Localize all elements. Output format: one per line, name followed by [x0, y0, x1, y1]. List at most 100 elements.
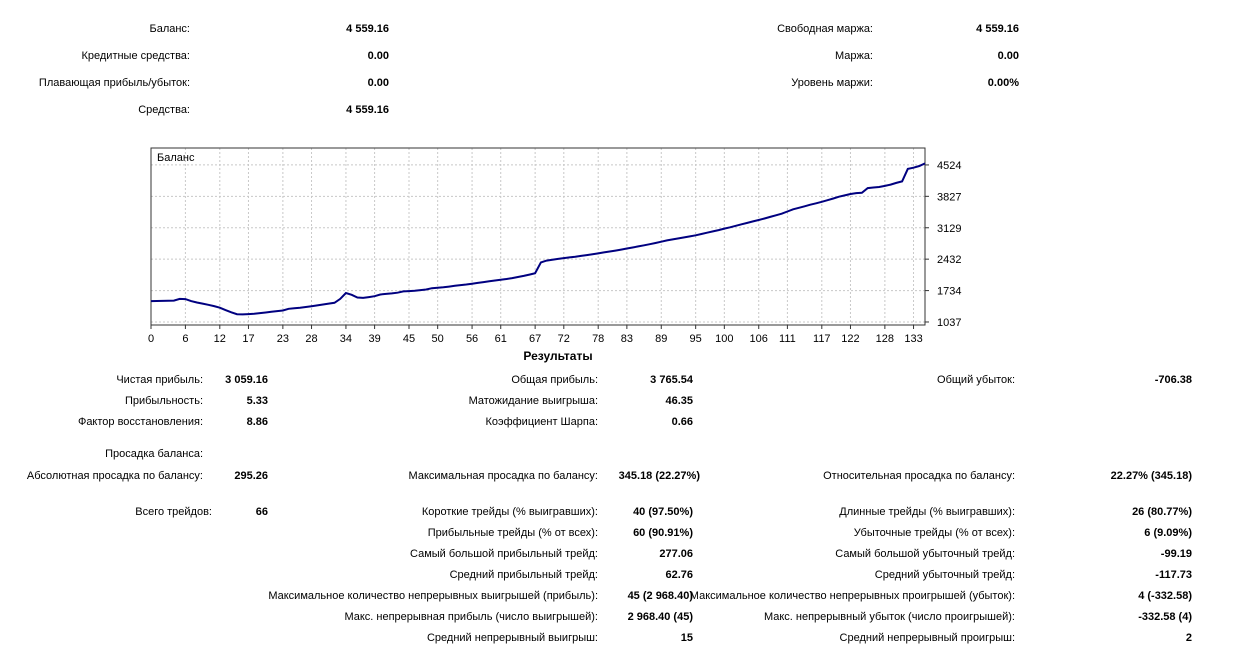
- drawdown-header: Просадка баланса:: [105, 448, 203, 460]
- x-axis-tick-label: 117: [813, 333, 831, 345]
- profit-trades-label: Прибыльные трейды (% от всех):: [427, 527, 598, 539]
- net-profit-label: Чистая прибыль:: [116, 374, 203, 386]
- loss-trades-value: 6 (9.09%): [1144, 527, 1192, 539]
- x-axis-tick-label: 89: [655, 333, 667, 345]
- expected-payoff-value: 46.35: [665, 395, 693, 407]
- equity-value: 4 559.16: [346, 104, 389, 116]
- x-axis-tick-label: 56: [466, 333, 478, 345]
- margin-label: Маржа:: [834, 50, 873, 62]
- margin-value: 0.00: [997, 50, 1019, 62]
- free-margin-value: 4 559.16: [976, 23, 1019, 35]
- y-axis-tick-label: 4524: [937, 160, 961, 172]
- sharpe-ratio-label: Коэффициент Шарпа:: [485, 416, 598, 428]
- x-axis-tick-label: 128: [876, 333, 894, 345]
- floating-pl-value: 0.00: [367, 77, 389, 89]
- x-axis-tick-label: 72: [558, 333, 570, 345]
- long-trades-label: Длинные трейды (% выигравших):: [839, 506, 1015, 518]
- avg-consec-loss-label: Средний непрерывный проигрыш:: [839, 632, 1015, 644]
- max-consec-profit-value: 2 968.40 (45): [627, 611, 693, 623]
- x-axis-tick-label: 67: [529, 333, 541, 345]
- loss-trades-label: Убыточные трейды (% от всех):: [853, 527, 1015, 539]
- free-margin-label: Свободная маржа:: [777, 23, 873, 35]
- margin-level-value: 0.00%: [987, 77, 1019, 89]
- short-trades-label: Короткие трейды (% выигравших):: [421, 506, 598, 518]
- x-axis-tick-label: 0: [148, 333, 154, 345]
- gross-profit-value: 3 765.54: [650, 374, 693, 386]
- max-drawdown-label: Максимальная просадка по балансу:: [408, 470, 598, 482]
- rel-drawdown-value: 22.27% (345.18): [1110, 470, 1192, 482]
- profit-trades-value: 60 (90.91%): [633, 527, 693, 539]
- y-axis-tick-label: 1037: [937, 317, 961, 329]
- x-axis-tick-label: 95: [690, 333, 702, 345]
- margin-level-label: Уровень маржи:: [791, 77, 873, 89]
- y-axis-tick-label: 2432: [937, 254, 961, 266]
- avg-profit-value: 62.76: [665, 569, 693, 581]
- max-consec-losses-value: 4 (-332.58): [1138, 590, 1192, 602]
- max-consec-loss-label: Макс. непрерывный убыток (число проигрыш…: [763, 611, 1015, 623]
- x-axis-tick-label: 6: [182, 333, 188, 345]
- x-axis-tick-label: 28: [305, 333, 317, 345]
- recovery-factor-label: Фактор восстановления:: [77, 416, 203, 428]
- x-axis-tick-label: 100: [715, 333, 733, 345]
- max-consec-loss-value: -332.58 (4): [1138, 611, 1192, 623]
- balance-value: 4 559.16: [346, 23, 389, 35]
- avg-consec-win-label: Средний непрерывный выигрыш:: [426, 632, 598, 644]
- chart-legend-label: Баланс: [157, 152, 195, 164]
- expected-payoff-label: Матожидание выигрыша:: [468, 395, 598, 407]
- balance-chart[interactable]: 1037 1734 2432 3129 3827 4524 0 6 12 17 23 28 34 39 45…: [146, 143, 970, 345]
- y-axis-tick-label: 1734: [937, 286, 961, 298]
- avg-loss-label: Средний убыточный трейд:: [874, 569, 1015, 581]
- rel-drawdown-label: Относительная просадка по балансу:: [823, 470, 1015, 482]
- x-axis-tick-label: 133: [904, 333, 922, 345]
- credit-value: 0.00: [367, 50, 389, 62]
- chart-frame: [150, 147, 926, 326]
- avg-consec-win-value: 15: [680, 632, 693, 644]
- max-consec-losses-label: Максимальное количество непрерывных прои…: [689, 590, 1015, 602]
- total-trades-value: 66: [255, 506, 268, 518]
- gross-profit-label: Общая прибыль:: [511, 374, 598, 386]
- floating-pl-label: Плавающая прибыль/убыток:: [38, 77, 190, 89]
- short-trades-value: 40 (97.50%): [633, 506, 693, 518]
- total-trades-label: Всего трейдов:: [135, 506, 212, 518]
- x-axis-tick-label: 17: [242, 333, 254, 345]
- x-axis-tick-label: 111: [779, 333, 796, 345]
- avg-consec-loss-value: 2: [1185, 632, 1192, 644]
- sharpe-ratio-value: 0.66: [671, 416, 693, 428]
- y-axis-tick-label: 3827: [937, 191, 961, 203]
- net-profit-value: 3 059.16: [225, 374, 268, 386]
- max-consec-wins-label: Максимальное количество непрерывных выиг…: [268, 590, 598, 602]
- max-consec-wins-value: 45 (2 968.40): [627, 590, 693, 602]
- largest-profit-value: 277.06: [659, 548, 693, 560]
- x-axis-tick-label: 61: [495, 333, 507, 345]
- x-axis-tick-label: 50: [432, 333, 444, 345]
- max-consec-profit-label: Макс. непрерывная прибыль (число выигрыш…: [344, 611, 598, 623]
- x-axis-tick-label: 78: [592, 333, 604, 345]
- y-axis-tick-label: 3129: [937, 223, 961, 235]
- x-axis-tick-label: 106: [750, 333, 768, 345]
- abs-drawdown-value: 295.26: [234, 470, 268, 482]
- balance-chart-svg[interactable]: 1037 1734 2432 3129 3827 4524 0 6 12 17 23 28 34 39 45…: [146, 143, 970, 345]
- largest-loss-label: Самый большой убыточный трейд:: [835, 548, 1015, 560]
- balance-label: Баланс:: [149, 23, 190, 35]
- x-axis-tick-label: 34: [340, 333, 352, 345]
- long-trades-value: 26 (80.77%): [1132, 506, 1192, 518]
- gross-loss-value: -706.38: [1154, 374, 1192, 386]
- abs-drawdown-label: Абсолютная просадка по балансу:: [26, 470, 203, 482]
- x-axis-tick-label: 12: [214, 333, 226, 345]
- equity-label: Средства:: [138, 104, 190, 116]
- x-axis-tick-label: 39: [368, 333, 380, 345]
- x-axis-tick-label: 23: [277, 333, 289, 345]
- profitability-label: Прибыльность:: [124, 395, 203, 407]
- largest-profit-label: Самый большой прибыльный трейд:: [410, 548, 598, 560]
- x-axis-tick-label: 45: [403, 333, 415, 345]
- max-drawdown-value: 345.18 (22.27%): [618, 470, 700, 482]
- profitability-value: 5.33: [246, 395, 268, 407]
- x-axis-tick-label: 122: [841, 333, 859, 345]
- avg-profit-label: Средний прибыльный трейд:: [449, 569, 598, 581]
- recovery-factor-value: 8.86: [246, 416, 268, 428]
- credit-label: Кредитные средства:: [81, 50, 190, 62]
- gross-loss-label: Общий убыток:: [937, 374, 1015, 386]
- x-axis-tick-label: 83: [621, 333, 633, 345]
- avg-loss-value: -117.73: [1155, 569, 1192, 581]
